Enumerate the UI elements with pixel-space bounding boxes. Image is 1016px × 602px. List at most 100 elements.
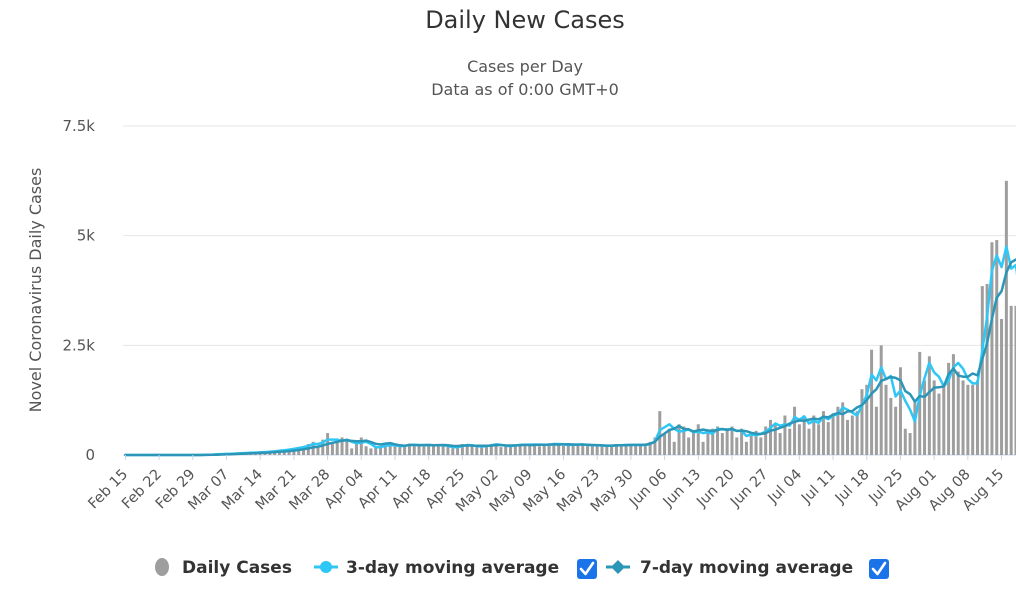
daily-case-bar [1014,305,1016,455]
daily-case-bar [990,242,994,455]
daily-case-bar [797,424,801,455]
daily-case-bar [730,426,734,455]
daily-case-bar [740,428,744,455]
daily-case-bar [812,415,816,455]
daily-case-bar [354,441,358,455]
daily-case-bar [846,419,850,455]
daily-case-bar [345,439,349,455]
daily-case-bar [711,428,715,455]
daily-case-bar [884,384,888,455]
daily-case-bar [879,345,883,455]
daily-case-bar [865,384,869,455]
daily-case-bar [889,397,893,455]
chart-title: Daily New Cases [425,6,625,34]
daily-case-bar [557,444,561,455]
daily-case-bar [687,437,691,455]
daily-case-bar [634,445,638,455]
moving-average-lines [124,245,1016,457]
daily-case-bar [1000,319,1004,455]
daily-case-bar [316,446,320,455]
daily-case-bar [898,367,902,455]
daily-case-bar [330,444,334,455]
daily-case-bar [855,411,859,455]
daily-case-bar [759,437,763,455]
daily-case-bar [528,444,532,455]
daily-case-bar [643,445,647,455]
daily-case-bar [451,448,455,455]
daily-case-bar [619,445,623,455]
daily-case-bar [817,424,821,455]
daily-case-bar [340,437,344,455]
daily-case-bar [826,422,830,455]
3-day-average-legend-marker-icon [320,561,332,573]
daily-case-bar [369,448,373,455]
legend-label-3-day-average: 3-day moving average [346,558,559,578]
daily-case-bar [821,411,825,455]
daily-case-bar [749,433,753,455]
daily-case-bar [547,444,551,455]
legend-item-7-day-average[interactable]: 7-day moving average [606,558,853,578]
legend-item-daily-cases[interactable]: Daily Cases [155,558,292,578]
daily-case-bar [927,356,931,455]
daily-case-bar [874,406,878,455]
daily-case-bar [427,446,431,455]
daily-case-bar [980,286,984,455]
daily-case-bar [1004,180,1008,456]
chart-data-date: Data as of 0:00 GMT+0 [431,80,619,99]
daily-case-bar [629,444,633,455]
daily-case-bar [446,447,450,455]
daily-case-bar [807,428,811,455]
daily-case-bar [995,240,999,455]
daily-case-bar [937,393,941,455]
daily-case-bar [725,428,729,455]
y-tick-label: 0 [85,446,95,464]
daily-case-bar [966,384,970,455]
daily-case-bar [576,444,580,455]
y-tick-label: 5k [77,227,96,245]
daily-case-bar [778,433,782,455]
checkbox-3-day-average[interactable] [577,559,597,579]
daily-case-bar [552,443,556,455]
daily-case-bar [923,380,927,455]
daily-case-bar [913,402,917,455]
daily-case-bar [961,380,965,455]
daily-case-bar [894,406,898,455]
daily-case-bar [831,413,835,455]
checkmark-icon [579,561,595,576]
daily-case-bar [667,428,671,455]
daily-case-bar [398,447,402,455]
daily-case-bar [595,444,599,455]
daily-case-bar [403,444,407,455]
daily-case-bar [422,444,426,455]
daily-case-bar [610,445,614,455]
daily-case-bar [648,441,652,455]
daily-case-bar [480,446,484,455]
daily-case-bar [836,406,840,455]
daily-case-bar [985,283,989,455]
daily-case-bar [735,437,739,455]
daily-case-bar [359,437,363,455]
daily-case-bar [484,445,488,455]
daily-case-bar [706,430,710,455]
legend-item-3-day-average[interactable]: 3-day moving average [314,558,559,578]
daily-case-bar [744,441,748,455]
daily-case-bar [590,445,594,455]
daily-case-bar [870,349,874,455]
x-tick-label: Jun 06 [626,467,670,511]
daily-case-bar [321,439,325,455]
daily-case-bar [302,446,306,455]
daily-case-bar [456,445,460,455]
daily-case-bar [691,433,695,455]
y-tick-label: 2.5k [62,336,95,354]
daily-case-bar [971,384,975,455]
daily-case-bar [614,444,618,455]
daily-case-bar [908,433,912,455]
daily-case-bar [701,441,705,455]
checkbox-7-day-average[interactable] [869,559,889,579]
daily-case-bar [764,426,768,455]
daily-case-bar [653,437,657,455]
daily-case-bar [639,444,643,455]
daily-case-bar [720,433,724,455]
y-tick-label: 7.5k [62,117,95,135]
daily-case-bar [412,446,416,455]
